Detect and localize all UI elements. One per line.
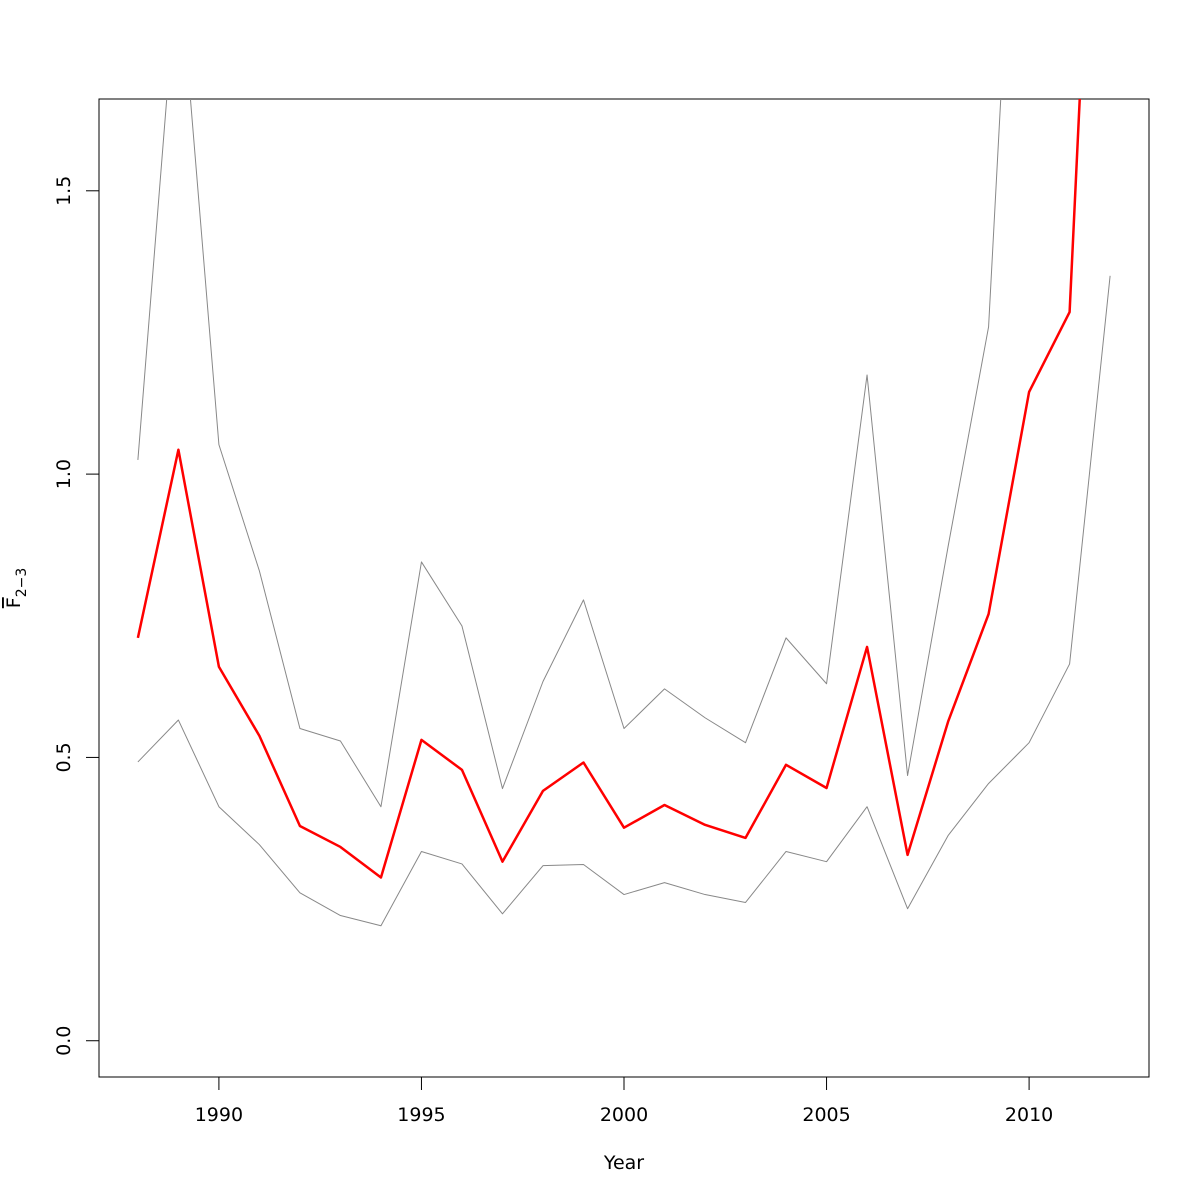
plot-frame xyxy=(98,98,1150,1078)
y-tick-label: 0.5 xyxy=(53,742,75,772)
x-tick-label: 2010 xyxy=(1005,1104,1053,1126)
x-tick-label: 1995 xyxy=(397,1104,445,1126)
x-tick-label: 2005 xyxy=(802,1104,850,1126)
x-axis-label: Year xyxy=(603,1152,644,1174)
y-tick-label: 0.0 xyxy=(53,1026,75,1056)
series-line xyxy=(137,275,1111,927)
x-tick-label: 2000 xyxy=(600,1104,648,1126)
series-line xyxy=(137,99,1002,808)
series-line xyxy=(136,99,1081,879)
x-tick-label: 1990 xyxy=(195,1104,243,1126)
y-axis-label: F2−3 xyxy=(3,568,30,608)
plot-area xyxy=(136,99,1111,927)
y-axis-label-main: F xyxy=(3,597,25,608)
y-axis-label-subscript: 2−3 xyxy=(14,568,30,598)
y-tick-label: 1.0 xyxy=(53,459,75,489)
y-tick-label: 1.5 xyxy=(53,176,75,206)
